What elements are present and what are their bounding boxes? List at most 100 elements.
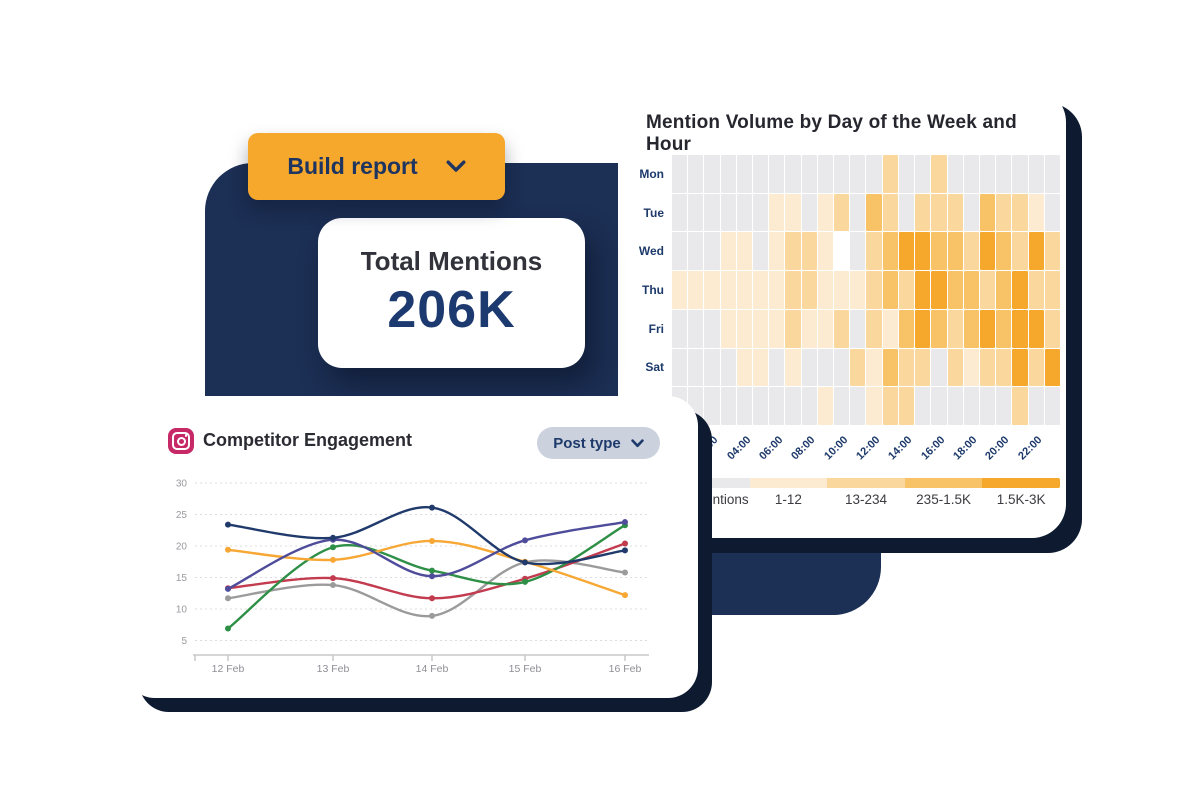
heatmap-cell [931,232,947,271]
heatmap-cell [753,155,769,193]
heatmap-cell [850,387,866,425]
heatmap-cell [882,155,898,193]
heatmap-cell [979,155,996,193]
heatmap-cell [720,155,736,193]
heatmap-cell [817,193,834,232]
heatmap-cell [850,155,866,193]
heatmap-cell [720,232,736,271]
heatmap-cell [769,155,785,193]
heatmap-cell [736,271,753,309]
heatmap-cell [850,232,866,271]
heatmap-cell [1012,271,1028,309]
heatmap-cell [834,387,850,425]
heatmap-cell [736,348,753,387]
green-line-point [429,567,435,574]
heatmap-cell [753,193,769,232]
heatmap-cell [720,387,736,425]
legend-swatch [982,478,1060,488]
orange-line-point [622,592,628,599]
heatmap-cell [834,232,850,271]
heatmap-cell [1044,348,1060,387]
heatmap-cell [915,271,931,309]
heatmap-cell [979,271,996,309]
heatmap-cell [785,309,801,348]
heatmap-cell [704,232,720,271]
heatmap-cell [817,387,834,425]
total-mentions-card: Total Mentions 206K [318,218,585,368]
heatmap-cell [817,309,834,348]
heatmap-cell [1028,155,1044,193]
heatmap-cell [963,271,979,309]
heatmap-grid [672,155,1060,425]
heatmap-cell [963,193,979,232]
heatmap-cell [704,348,720,387]
red-line-point [622,540,628,547]
heatmap-day-label: Sat [645,360,664,375]
heatmap-cell [801,348,817,387]
heatmap-cell [801,271,817,309]
heatmap-cell [704,155,720,193]
total-mentions-label: Total Mentions [360,246,543,276]
build-report-button[interactable]: Build report [248,133,505,200]
purple-line-point [225,585,231,592]
y-axis-tick-label: 30 [176,479,188,490]
heatmap-cell [769,387,785,425]
heatmap-cell [769,232,785,271]
heatmap-cell [1012,387,1028,425]
x-axis-tick-label: 12 Feb [212,663,245,675]
heatmap-cell [1028,309,1044,348]
heatmap-cell [931,193,947,232]
heatmap-cell [979,309,996,348]
heatmap-cell [898,193,915,232]
heatmap-cell [898,232,915,271]
heatmap-cell [866,309,882,348]
heatmap-cell [704,309,720,348]
heatmap-cell [688,309,704,348]
heatmap-legend-labels: No Mentions 1-12 13-234 235-1.5K 1.5K-3K [672,492,1060,507]
gray-line-point [225,595,231,602]
heatmap-cell [979,232,996,271]
heatmap-cell [688,155,704,193]
heatmap-cell [801,309,817,348]
heatmap-title: Mention Volume by Day of the Week and Ho… [646,112,1017,155]
heatmap-cell [1044,193,1060,232]
heatmap-cell [963,309,979,348]
heatmap-cell [1012,155,1028,193]
heatmap-day-label: Tue [643,205,664,220]
heatmap-cell [931,271,947,309]
y-axis-tick-label: 25 [176,510,188,521]
heatmap-cell [850,309,866,348]
x-axis-tick-label: 14 Feb [416,663,449,675]
heatmap-cell [866,232,882,271]
engagement-title: Competitor Engagement [203,430,413,450]
heatmap-cell [947,271,963,309]
heatmap-cell [947,155,963,193]
orange-line-point [330,556,336,563]
chevron-down-icon [631,438,644,447]
heatmap-cell [882,387,898,425]
heatmap-cell [704,271,720,309]
heatmap-cell [850,271,866,309]
green-line-point [330,544,336,551]
heatmap-cell [931,155,947,193]
heatmap-cell [996,155,1012,193]
legend-label: 1-12 [774,492,802,507]
heatmap-day-label: Fri [648,321,664,336]
heatmap-cell [1028,348,1044,387]
heatmap-cell [882,309,898,348]
y-axis-tick-label: 5 [181,636,187,647]
x-axis-tick-label: 15 Feb [509,663,542,675]
purple-line-point [622,519,628,526]
heatmap-cell [898,387,915,425]
navy-line-point [622,547,628,554]
legend-label: 1.5K-3K [996,492,1046,507]
instagram-icon [168,428,194,454]
heatmap-cell [915,309,931,348]
heatmap-day-labels: Mon Tue Wed Thu Fri Sat [624,155,664,425]
post-type-filter-button[interactable]: Post type [537,427,660,459]
heatmap-cell [947,348,963,387]
heatmap-cell [834,155,850,193]
heatmap-cell [720,271,736,309]
heatmap-cell [866,193,882,232]
